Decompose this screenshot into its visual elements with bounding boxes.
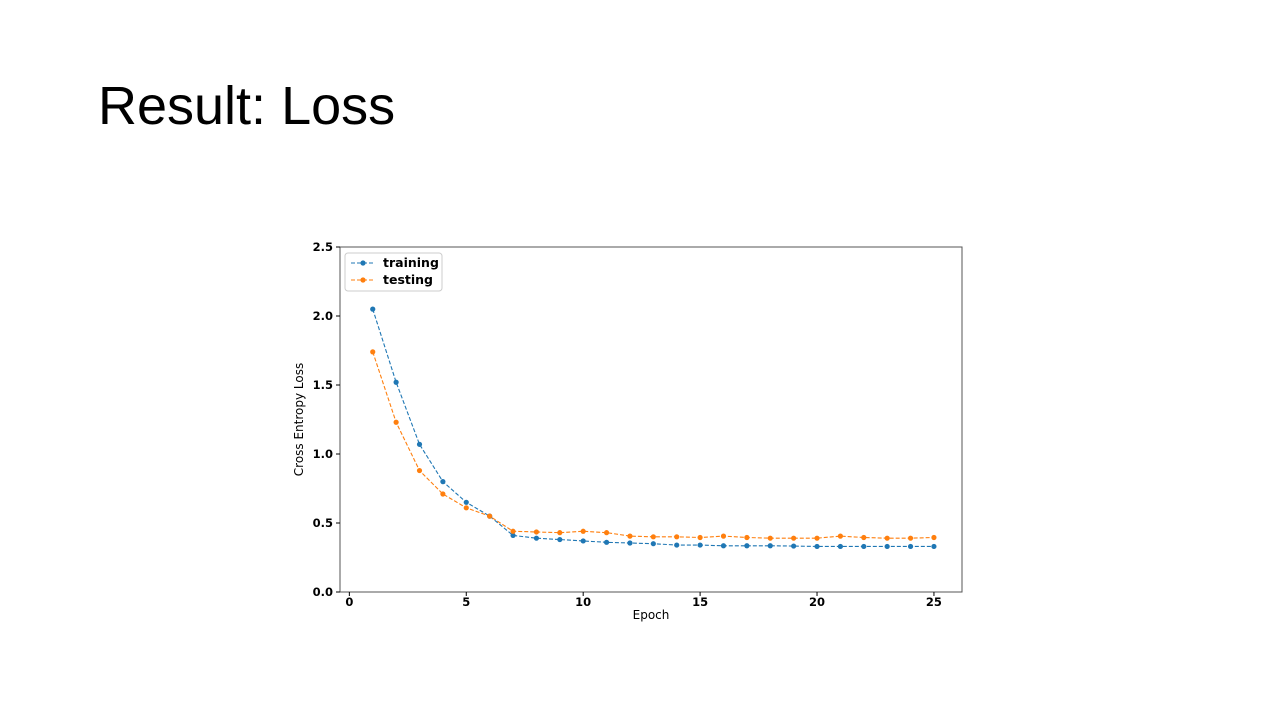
data-point-testing [510, 528, 516, 534]
data-point-testing [463, 505, 469, 511]
y-tick-label: 1.0 [313, 447, 333, 461]
data-point-testing [884, 535, 890, 541]
data-point-training [393, 379, 399, 385]
data-point-testing [837, 533, 844, 539]
x-axis-label: Epoch [633, 608, 670, 622]
data-point-testing [814, 535, 820, 541]
data-point-training [580, 538, 586, 544]
data-point-training [791, 543, 797, 549]
data-point-training [650, 541, 656, 547]
data-point-training [837, 543, 844, 550]
data-point-testing [580, 528, 586, 534]
legend-label-testing: testing [383, 272, 433, 287]
y-tick-label: 2.5 [313, 240, 333, 254]
data-point-training [440, 479, 446, 485]
data-point-training [416, 441, 423, 447]
data-point-training [720, 543, 727, 549]
chart-marks-layer [370, 306, 937, 550]
x-tick-label: 20 [809, 595, 825, 609]
data-point-testing [627, 533, 633, 539]
data-point-testing [791, 535, 797, 541]
data-point-training [463, 499, 469, 505]
data-point-training [533, 535, 540, 541]
y-axis-label: Cross Entropy Loss [292, 363, 306, 476]
data-point-training [814, 543, 820, 550]
plot-frame [339, 246, 963, 593]
x-tick-label: 10 [575, 595, 591, 609]
series-training [370, 306, 937, 550]
data-point-testing [720, 533, 727, 539]
legend-marker-testing [360, 277, 366, 283]
chart-legend: training testing [344, 252, 443, 292]
data-point-testing [533, 529, 540, 535]
data-point-testing [370, 349, 376, 355]
data-point-testing [650, 534, 656, 540]
data-point-training [627, 540, 633, 546]
y-tick-label: 0.0 [313, 585, 333, 599]
data-point-training [907, 543, 914, 550]
data-point-training [370, 306, 376, 312]
data-point-testing [697, 534, 703, 541]
data-point-testing [767, 535, 773, 541]
x-tick-label: 25 [926, 595, 942, 609]
data-point-testing [393, 419, 399, 425]
data-point-training [697, 542, 703, 548]
data-point-training [861, 543, 867, 550]
chart-ticks-layer: 0 5 10 15 20 25 0.0 0.5 1.0 1.5 2.0 2.5 [313, 240, 942, 609]
data-point-training [603, 539, 610, 545]
data-point-testing [487, 513, 493, 519]
data-point-testing [674, 534, 680, 540]
x-tick-label: 0 [345, 595, 353, 609]
data-point-testing [557, 530, 563, 536]
data-point-training [767, 543, 773, 549]
data-point-training [744, 543, 750, 549]
x-tick-label: 5 [462, 595, 470, 609]
y-tick-label: 0.5 [313, 516, 333, 530]
x-tick-label: 15 [692, 595, 708, 609]
legend-label-training: training [383, 255, 439, 270]
data-point-training [674, 542, 680, 548]
data-point-testing [603, 530, 610, 536]
data-point-testing [416, 467, 423, 474]
series-line-testing [372, 351, 934, 539]
data-point-testing [931, 534, 937, 541]
data-point-testing [440, 491, 446, 497]
data-point-testing [744, 534, 750, 541]
data-point-training [931, 543, 937, 550]
data-point-training [884, 543, 890, 550]
series-line-training [372, 308, 934, 548]
series-testing [370, 349, 937, 541]
legend-marker-training [360, 260, 366, 266]
data-point-testing [907, 535, 914, 541]
y-tick-label: 2.0 [313, 309, 333, 323]
data-point-testing [861, 534, 867, 541]
data-point-training [510, 532, 516, 539]
y-tick-label: 1.5 [313, 378, 333, 392]
data-point-training [557, 536, 563, 543]
slide-title: Result: Loss [98, 76, 396, 136]
